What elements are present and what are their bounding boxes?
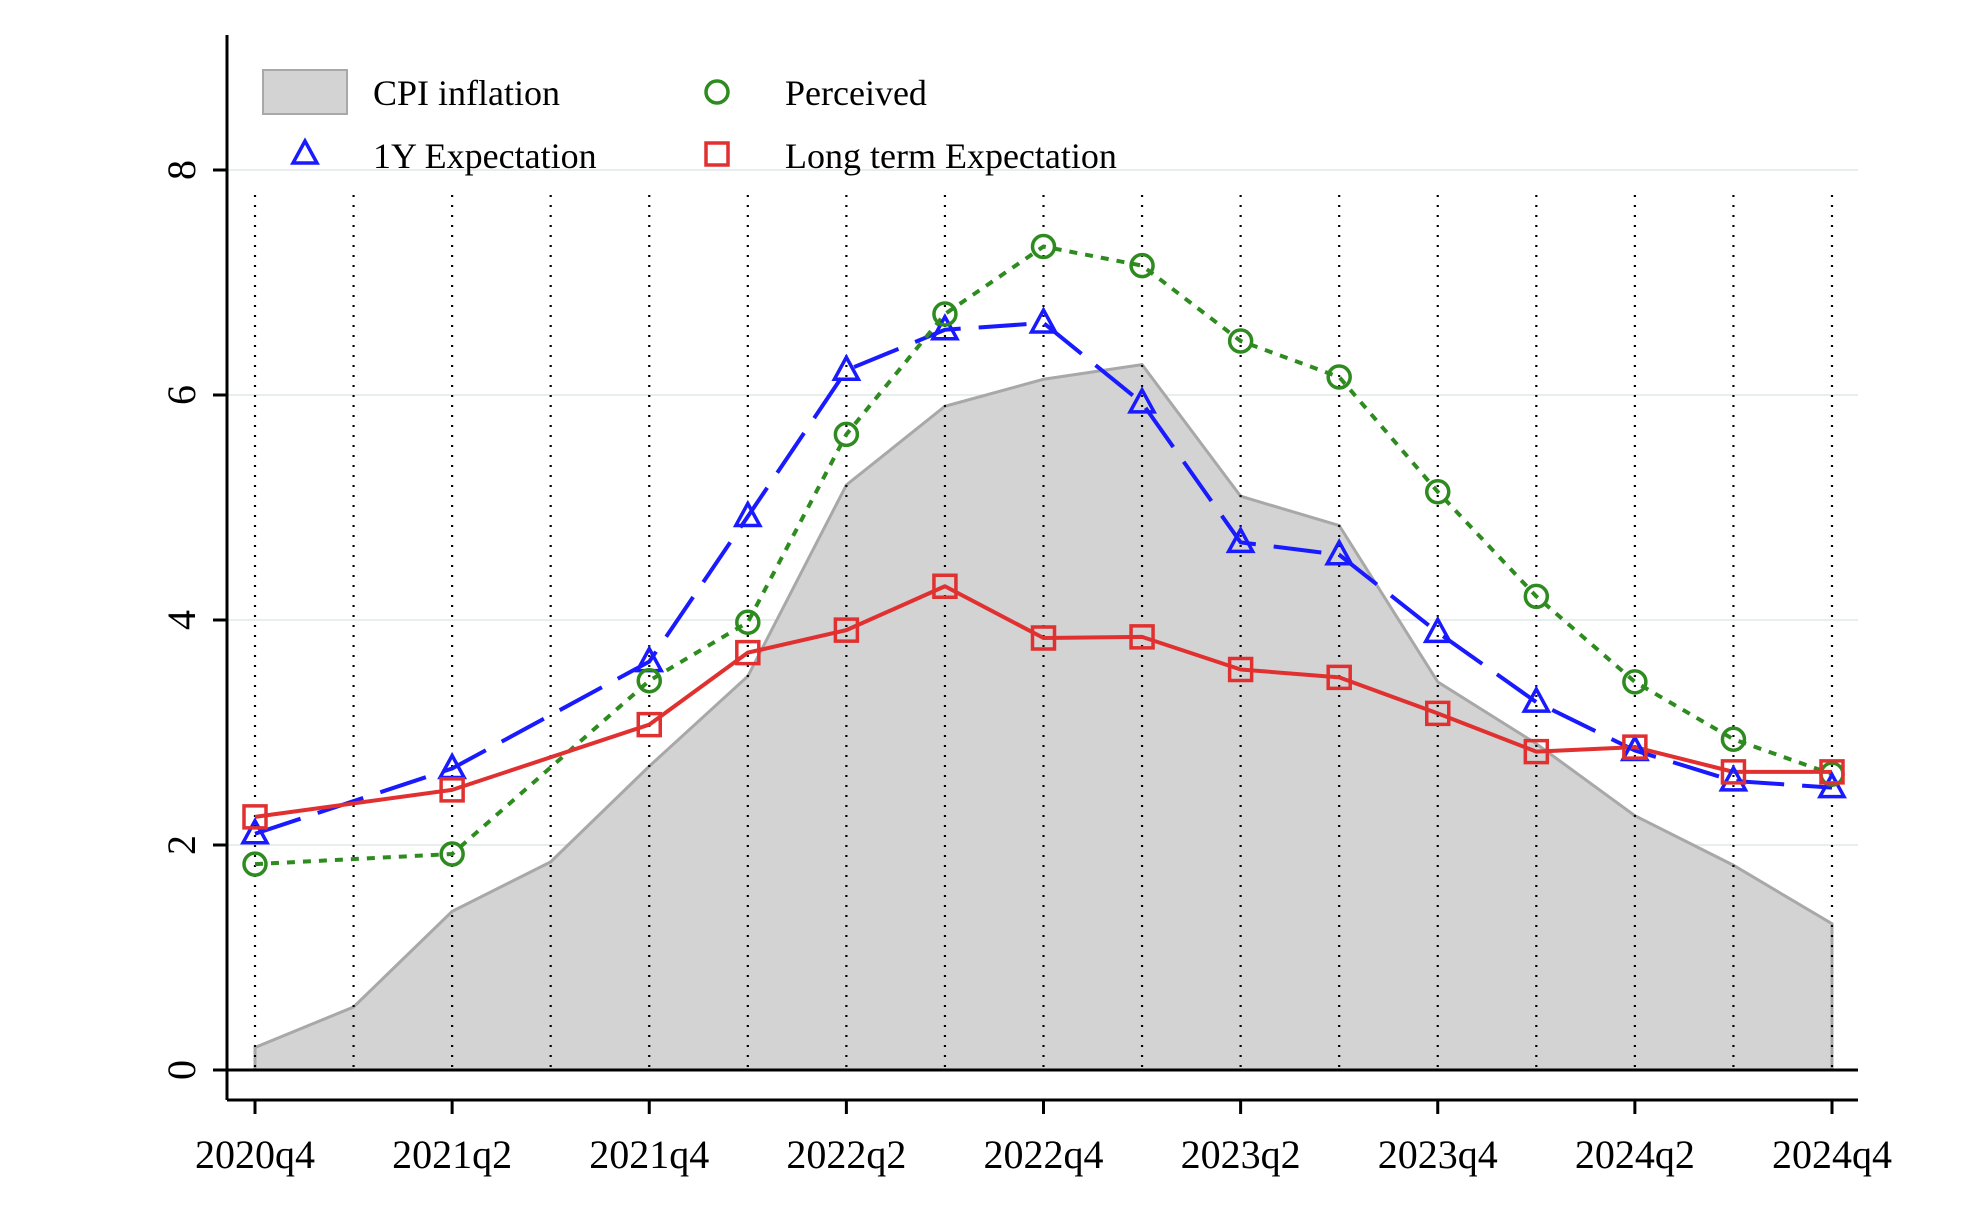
square-marker-2024q3 [1720, 759, 1747, 785]
legend-marker-triangle [290, 137, 320, 165]
square-marker-2024q4 [1819, 759, 1845, 785]
square-marker-2022q2 [833, 617, 860, 643]
circle-marker-2023q2 [1227, 328, 1254, 354]
circle-marker-2023q4 [1425, 479, 1451, 505]
y-tick-label: 4 [159, 610, 204, 630]
circle-marker-2022q1 [735, 609, 761, 635]
circle-marker-2022q2 [833, 421, 860, 448]
square-marker-2024q2 [1622, 734, 1648, 760]
circle-marker-2021q4 [636, 668, 662, 694]
triangle-marker-2020q4 [240, 817, 270, 845]
circle-marker-2023q1 [1129, 252, 1155, 279]
series-lines-layer [254, 244, 1833, 867]
triangle-marker-2022q3 [929, 313, 960, 341]
legend-marker-square [704, 141, 730, 167]
x-tick-label: 2021q4 [589, 1132, 709, 1177]
x-tick-label: 2023q4 [1378, 1132, 1498, 1177]
series-line-circle [254, 244, 1833, 867]
circle-marker-2024q2 [1622, 669, 1648, 695]
x-tick-label: 2022q2 [786, 1132, 906, 1177]
y-tick-label: 8 [159, 160, 204, 180]
legend-swatch-area [262, 69, 348, 115]
x-tick-label: 2022q4 [984, 1132, 1104, 1177]
triangle-marker-2022q2 [831, 353, 862, 381]
square-marker-2022q3 [932, 573, 958, 599]
x-tick-label: 2020q4 [195, 1132, 315, 1177]
x-tick-label: 2023q2 [1181, 1132, 1301, 1177]
legend-label: Perceived [785, 73, 927, 113]
legend-label: 1Y Expectation [373, 136, 597, 176]
triangle-marker-2023q3 [1324, 538, 1355, 566]
circle-marker-2022q3 [932, 301, 958, 327]
circle-marker-2023q3 [1326, 364, 1352, 390]
markers-layer [240, 233, 1847, 877]
square-marker-2023q1 [1129, 624, 1155, 650]
triangle-marker-2024q4 [1817, 770, 1847, 799]
area-layer [253, 363, 1834, 1072]
legend-label: Long term Expectation [785, 136, 1117, 176]
circle-marker-2022q4 [1030, 233, 1057, 260]
square-marker-2022q1 [735, 639, 761, 666]
square-marker-2024q1 [1523, 738, 1550, 765]
circle-marker-2020q4 [242, 851, 268, 877]
circle-marker-2021q2 [439, 841, 465, 867]
triangle-marker-2023q2 [1225, 525, 1256, 554]
x-tick-label: 2021q2 [392, 1132, 512, 1177]
cpi-inflation-area [253, 363, 1834, 1072]
legend: CPI inflation Perceived 1Y Expectation Long… [262, 69, 1117, 176]
y-tick-label: 6 [159, 385, 204, 405]
triangle-marker-2022q1 [732, 499, 763, 528]
triangle-marker-2024q1 [1521, 685, 1552, 713]
axis-layer: 0 2 4 6 8 2020q4 2021q2 2021q4 2022q2 2022q4 2023q… [159, 35, 1892, 1177]
circle-marker-2024q3 [1720, 726, 1747, 752]
x-tick-label: 2024q4 [1772, 1132, 1892, 1177]
square-marker-2023q2 [1227, 656, 1254, 683]
square-marker-2023q3 [1326, 664, 1352, 691]
series-line-triangle [254, 321, 1833, 836]
triangle-marker-2022q4 [1028, 306, 1059, 334]
square-marker-2020q4 [242, 804, 268, 830]
square-marker-2021q4 [636, 711, 662, 738]
y-tick-label: 0 [159, 1060, 204, 1080]
triangle-marker-2024q3 [1718, 764, 1749, 792]
y-tick-label: 2 [159, 835, 204, 855]
triangle-marker-2023q4 [1422, 615, 1453, 644]
x-tick-label: 2024q2 [1575, 1132, 1695, 1177]
square-marker-2023q4 [1425, 700, 1451, 727]
series-line-square [254, 584, 1832, 819]
legend-marker-circle [704, 79, 730, 105]
triangle-marker-2023q1 [1127, 386, 1158, 414]
square-marker-2021q2 [439, 777, 465, 803]
circle-marker-2024q1 [1523, 583, 1550, 610]
square-marker-2022q4 [1030, 625, 1057, 651]
legend-label: CPI inflation [373, 73, 560, 113]
